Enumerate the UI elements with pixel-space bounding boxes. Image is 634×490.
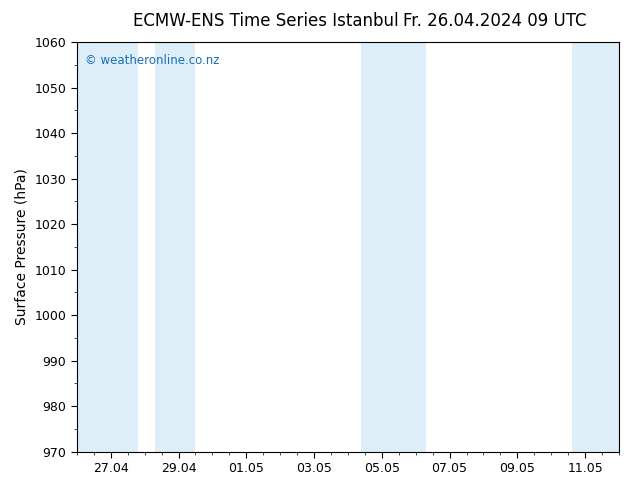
Text: Fr. 26.04.2024 09 UTC: Fr. 26.04.2024 09 UTC (403, 12, 586, 30)
Text: © weatheronline.co.nz: © weatheronline.co.nz (85, 54, 219, 67)
Bar (361, 42, 426, 452)
Bar (572, 42, 619, 452)
Text: ECMW-ENS Time Series Istanbul: ECMW-ENS Time Series Istanbul (134, 12, 399, 30)
Bar (155, 42, 195, 452)
Y-axis label: Surface Pressure (hPa): Surface Pressure (hPa) (15, 169, 29, 325)
Bar (77, 42, 138, 452)
